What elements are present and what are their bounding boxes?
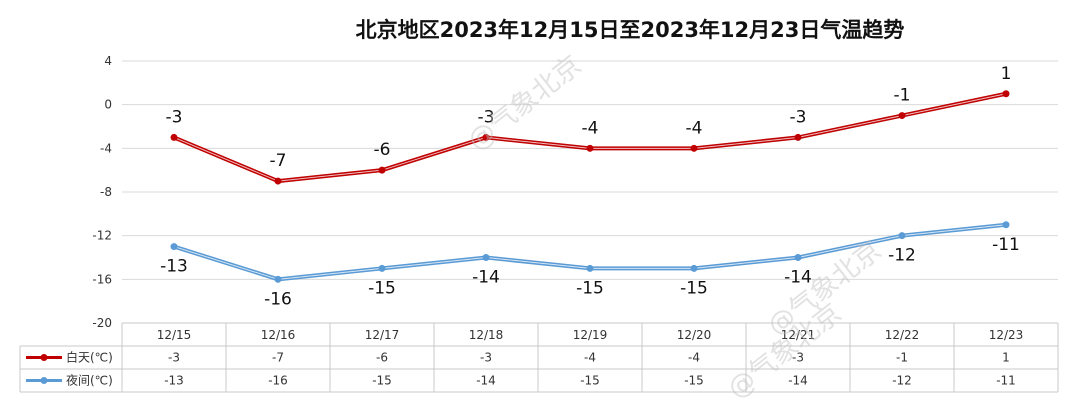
legend-label: 夜间(℃) [66, 373, 113, 388]
table-cell-value: -15 [684, 374, 704, 388]
legend-swatch-marker [40, 354, 48, 361]
table-cell-value: -4 [584, 351, 596, 365]
x-category-label: 12/20 [677, 328, 712, 342]
data-point [274, 275, 282, 283]
data-label: -4 [582, 118, 599, 138]
data-point [690, 144, 698, 152]
watermarks: @气象北京@气象北京@气象北京 [462, 50, 887, 406]
data-point [482, 254, 490, 261]
data-label: -12 [888, 246, 916, 266]
data-point [378, 166, 386, 174]
table-cell-value: -14 [476, 374, 496, 388]
data-point [898, 112, 906, 120]
data-point [378, 264, 386, 272]
data-label: -13 [160, 257, 188, 277]
table-cell-value: -3 [792, 351, 804, 365]
legend-label: 白天(℃) [66, 350, 113, 365]
chart-title: 北京地区2023年12月15日至2023年12月23日气温趋势 [356, 18, 905, 42]
x-category-label: 12/17 [365, 328, 400, 342]
y-tick-label: 0 [104, 98, 112, 112]
data-label: -3 [790, 107, 807, 127]
x-category-label: 12/19 [573, 328, 608, 342]
y-tick-label: -20 [92, 316, 112, 330]
data-point [482, 133, 490, 141]
data-label: -15 [680, 278, 708, 298]
data-label: -1 [894, 86, 911, 106]
data-label: 1 [1001, 64, 1012, 84]
grid-lines [122, 60, 1058, 280]
y-tick-label: -4 [100, 141, 112, 155]
data-point [586, 144, 594, 152]
data-point [1002, 221, 1010, 229]
data-point [170, 243, 178, 251]
y-tick-label: -8 [100, 185, 112, 199]
series-lines [170, 90, 1010, 283]
x-category-label: 12/22 [885, 328, 920, 342]
data-labels: -3-7-6-3-4 -4-3-11-13-16-15-14-15 -15-14-1… [160, 64, 1020, 310]
data-table: 12/15 12/16 12/17 12/18 12/19 12/20 12/21 12/22… [19, 322, 1059, 393]
data-label: -11 [992, 235, 1020, 255]
y-tick-label: -16 [92, 272, 112, 286]
data-point [690, 264, 698, 272]
x-category-label: 12/23 [989, 328, 1024, 342]
y-axis-ticks: 4 0 -4 -8 -12 -16 -20 [92, 54, 112, 330]
table-cell-value: -3 [168, 351, 180, 365]
table-cell-value: -15 [580, 374, 600, 388]
table-cell-value: -6 [376, 351, 388, 365]
data-point [1002, 90, 1010, 98]
data-point [794, 254, 802, 261]
table-cell-value: -11 [996, 374, 1016, 388]
legend-swatch-marker [40, 377, 48, 384]
table-cell-value: -3 [480, 351, 492, 365]
x-category-label: 12/18 [469, 328, 504, 342]
table-cell-value: -16 [268, 374, 288, 388]
table-cell-value: -12 [892, 374, 912, 388]
data-point [170, 133, 178, 141]
data-label: -3 [166, 107, 183, 127]
x-category-label: 12/15 [157, 328, 192, 342]
data-label: -14 [784, 268, 812, 288]
table-cell-value: -4 [688, 351, 700, 365]
data-point [274, 177, 282, 185]
x-category-label: 12/21 [781, 328, 816, 342]
x-category-label: 12/16 [261, 328, 296, 342]
data-point [794, 133, 802, 141]
data-label: -6 [374, 140, 391, 160]
table-cell-value: -1 [896, 351, 908, 365]
data-label: -15 [576, 278, 604, 298]
table-cell-value: 1 [1002, 351, 1010, 365]
data-label: -4 [686, 118, 703, 138]
data-label: -7 [270, 151, 287, 171]
table-cell-value: -13 [164, 374, 184, 388]
data-label: -14 [472, 268, 500, 288]
data-point [898, 232, 906, 240]
table-cell-value: -15 [372, 374, 392, 388]
table-cell-value: -7 [272, 351, 284, 365]
data-label: -15 [368, 278, 396, 298]
table-cell-value: -14 [788, 374, 808, 388]
data-label: -16 [264, 289, 292, 309]
y-tick-label: -12 [92, 229, 112, 243]
data-point [586, 264, 594, 272]
data-label: -3 [478, 107, 495, 127]
y-tick-label: 4 [104, 54, 112, 68]
